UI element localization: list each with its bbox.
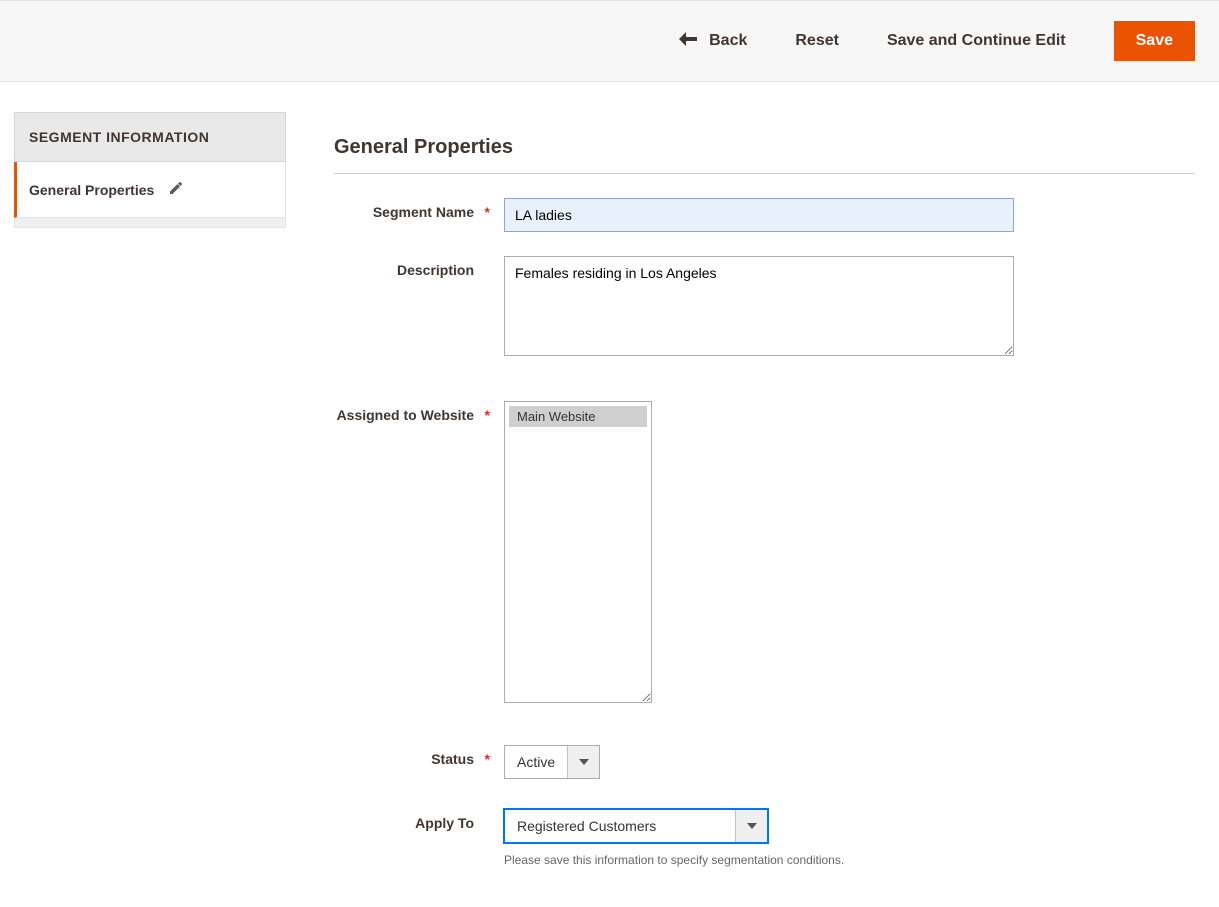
row-description: Description (334, 256, 1195, 359)
label-status: Status (334, 745, 504, 779)
chevron-down-icon (735, 810, 767, 842)
reset-button[interactable]: Reset (795, 32, 839, 50)
chevron-down-icon (567, 746, 599, 778)
row-apply-to: Apply To Registered Customers Please sav… (334, 809, 1195, 867)
sidebar-item-general-properties[interactable]: General Properties (14, 162, 286, 218)
sidebar-footer (14, 218, 286, 228)
row-segment-name: Segment Name (334, 198, 1195, 232)
row-status: Status Active (334, 745, 1195, 779)
arrow-left-icon (679, 32, 697, 51)
website-option-main[interactable]: Main Website (509, 406, 647, 427)
status-select[interactable]: Active (504, 745, 600, 779)
pencil-icon (168, 180, 184, 199)
save-button[interactable]: Save (1114, 21, 1195, 61)
save-continue-label: Save and Continue Edit (887, 32, 1066, 50)
label-description: Description (334, 256, 504, 359)
back-button[interactable]: Back (679, 32, 747, 51)
description-textarea[interactable] (504, 256, 1014, 356)
sidebar-item-label: General Properties (29, 182, 154, 198)
label-segment-name: Segment Name (334, 198, 504, 232)
back-label: Back (709, 32, 747, 50)
assigned-website-multiselect[interactable]: Main Website (504, 401, 652, 703)
main-form: General Properties Segment Name Descript… (334, 112, 1195, 867)
sidebar: SEGMENT INFORMATION General Properties (14, 112, 286, 867)
action-bar: Back Reset Save and Continue Edit Save (0, 0, 1219, 82)
save-continue-button[interactable]: Save and Continue Edit (887, 32, 1066, 50)
apply-to-select-value: Registered Customers (505, 810, 735, 842)
section-title: General Properties (334, 136, 1195, 174)
sidebar-title: SEGMENT INFORMATION (14, 112, 286, 162)
apply-to-select[interactable]: Registered Customers (504, 809, 768, 843)
label-assigned-website: Assigned to Website (334, 401, 504, 703)
reset-label: Reset (795, 32, 839, 50)
row-assigned-website: Assigned to Website Main Website (334, 401, 1195, 703)
segment-name-input[interactable] (504, 198, 1014, 232)
label-apply-to: Apply To (334, 809, 504, 867)
status-select-value: Active (505, 746, 567, 778)
